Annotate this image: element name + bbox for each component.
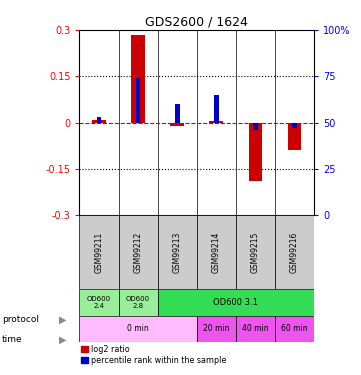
Bar xyxy=(209,121,223,123)
Bar xyxy=(249,123,262,181)
Bar xyxy=(79,215,118,289)
Bar xyxy=(236,215,275,289)
Text: GSM99214: GSM99214 xyxy=(212,231,221,273)
Bar xyxy=(136,78,140,123)
Bar xyxy=(275,215,314,289)
Bar xyxy=(175,104,179,123)
Text: 20 min: 20 min xyxy=(203,324,230,333)
Text: protocol: protocol xyxy=(2,315,39,324)
Text: OD600
2.4: OD600 2.4 xyxy=(87,296,111,309)
Bar xyxy=(288,123,301,150)
Bar xyxy=(253,123,258,130)
Bar xyxy=(158,215,197,289)
Bar xyxy=(214,95,219,123)
Text: GSM99216: GSM99216 xyxy=(290,231,299,273)
Bar xyxy=(92,120,106,123)
Bar xyxy=(197,215,236,289)
Bar xyxy=(197,316,236,342)
Text: 60 min: 60 min xyxy=(281,324,308,333)
Text: OD600 3.1: OD600 3.1 xyxy=(213,298,258,307)
Text: time: time xyxy=(2,335,22,344)
Text: 0 min: 0 min xyxy=(127,324,149,333)
Bar xyxy=(118,215,158,289)
Bar xyxy=(79,289,118,316)
Bar xyxy=(158,289,314,316)
Text: GSM99212: GSM99212 xyxy=(134,232,143,273)
Text: ▶: ▶ xyxy=(60,315,67,324)
Bar xyxy=(236,316,275,342)
Bar xyxy=(97,117,101,123)
Text: OD600
2.8: OD600 2.8 xyxy=(126,296,150,309)
Bar xyxy=(275,316,314,342)
Legend: log2 ratio, percentile rank within the sample: log2 ratio, percentile rank within the s… xyxy=(81,345,226,365)
Bar xyxy=(292,123,297,128)
Text: GSM99215: GSM99215 xyxy=(251,231,260,273)
Bar xyxy=(170,123,184,126)
Title: GDS2600 / 1624: GDS2600 / 1624 xyxy=(145,16,248,29)
Bar xyxy=(79,316,197,342)
Text: GSM99213: GSM99213 xyxy=(173,231,182,273)
Bar xyxy=(118,289,158,316)
Text: GSM99211: GSM99211 xyxy=(95,232,104,273)
Text: 40 min: 40 min xyxy=(242,324,269,333)
Bar xyxy=(131,34,145,123)
Text: ▶: ▶ xyxy=(60,334,67,344)
